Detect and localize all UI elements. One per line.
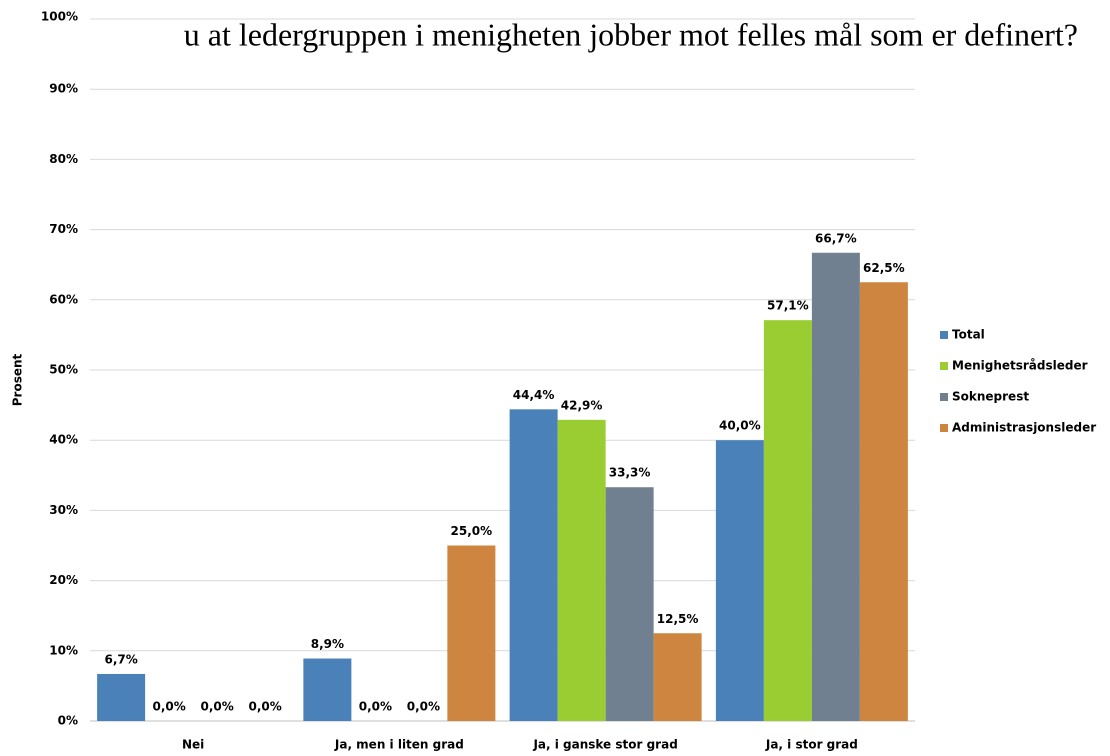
bar xyxy=(303,658,352,721)
value-label: 44,4% xyxy=(513,388,555,402)
value-label: 8,9% xyxy=(311,637,344,651)
bar xyxy=(605,487,654,721)
value-label: 12,5% xyxy=(657,612,699,626)
bar xyxy=(763,320,812,721)
y-tick-label: 50% xyxy=(49,363,78,377)
x-tick-label: Ja, i stor grad xyxy=(765,738,858,752)
bar xyxy=(447,545,496,721)
x-tick-label: Ja, men i liten grad xyxy=(334,738,464,752)
x-tick-label: Ja, i ganske stor grad xyxy=(532,738,677,752)
legend-swatch xyxy=(940,424,948,432)
y-tick-label: 20% xyxy=(49,573,78,587)
chart-title: u at ledergruppen i menigheten jobber mo… xyxy=(184,16,1078,52)
x-tick-label: Nei xyxy=(182,738,204,752)
y-tick-label: 100% xyxy=(41,10,78,24)
y-tick-label: 0% xyxy=(58,714,78,728)
y-tick-label: 10% xyxy=(49,643,78,657)
value-label: 33,3% xyxy=(609,466,651,480)
legend-swatch xyxy=(940,393,948,401)
y-tick-label: 80% xyxy=(49,152,78,166)
bar xyxy=(859,282,908,721)
value-label: 0,0% xyxy=(200,700,233,714)
value-label: 0,0% xyxy=(407,700,440,714)
value-label: 6,7% xyxy=(104,652,137,666)
y-tick-label: 40% xyxy=(49,433,78,447)
bar xyxy=(811,252,860,722)
value-label: 57,1% xyxy=(767,299,809,313)
y-tick-label: 90% xyxy=(49,82,78,96)
value-label: 66,7% xyxy=(815,231,857,245)
value-label: 0,0% xyxy=(152,700,185,714)
legend-label: Total xyxy=(952,328,985,342)
legend-label: Administrasjonsleder xyxy=(952,421,1096,435)
y-tick-label: 70% xyxy=(49,222,78,236)
bar xyxy=(653,633,702,721)
legend-label: Sokneprest xyxy=(952,390,1029,404)
value-label: 25,0% xyxy=(451,524,493,538)
bar xyxy=(557,419,606,721)
value-label: 42,9% xyxy=(561,398,603,412)
value-label: 40,0% xyxy=(719,419,761,433)
y-axis-label: Prosent xyxy=(11,353,25,406)
y-tick-label: 30% xyxy=(49,503,78,517)
bar xyxy=(715,440,764,721)
bar xyxy=(97,673,146,721)
value-label: 0,0% xyxy=(359,700,392,714)
legend-label: Menighetsrådsleder xyxy=(952,359,1088,373)
value-label: 0,0% xyxy=(248,700,281,714)
y-tick-label: 60% xyxy=(49,292,78,306)
value-label: 62,5% xyxy=(863,261,905,275)
bar xyxy=(509,409,558,721)
legend-swatch xyxy=(940,362,948,370)
legend-swatch xyxy=(940,331,948,339)
